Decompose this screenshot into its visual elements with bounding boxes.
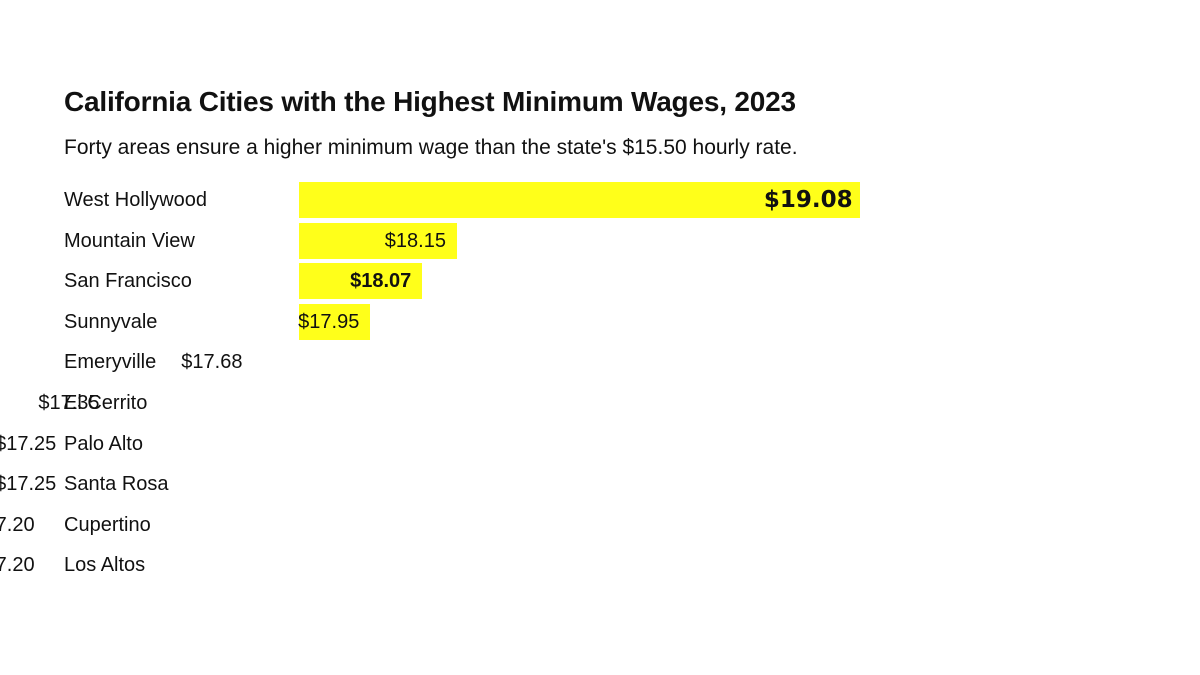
bar	[299, 303, 371, 340]
bar	[299, 263, 423, 300]
category-label: Mountain View	[64, 229, 195, 252]
value-label: $17.20	[0, 513, 35, 536]
bar-row: Cupertino $17.20	[0, 507, 1200, 547]
bar-row: El Cerrito $17.35	[0, 385, 1200, 425]
value-label: $17.35	[38, 392, 100, 414]
bar-row: Mountain View $18.15	[0, 222, 1200, 263]
category-label: Emeryville	[64, 351, 157, 374]
value-label: $19.08	[763, 187, 853, 213]
bar-row: San Francisco $18.07	[0, 263, 1200, 303]
value-label: $17.68	[181, 351, 243, 374]
value-label: $17.20	[0, 554, 35, 577]
bar-row: Santa Rosa $17.25	[0, 466, 1200, 506]
category-label: El Cerrito	[64, 392, 148, 414]
chart-subtitle: Forty areas ensure a higher minimum wage…	[64, 136, 798, 159]
value-label: $17.25	[0, 473, 57, 496]
category-label: Los Altos	[64, 554, 146, 577]
category-label: Palo Alto	[64, 432, 143, 455]
category-label: Sunnyvale	[64, 310, 158, 333]
value-label: $18.07	[350, 270, 412, 293]
category-label: Santa Rosa	[64, 473, 169, 496]
value-label: $18.15	[384, 229, 446, 252]
chart-title: California Cities with the Highest Minim…	[64, 86, 796, 117]
bar-row: Palo Alto $17.25	[0, 426, 1200, 466]
category-label: West Hollywood	[64, 189, 208, 211]
bar-row: Los Altos $17.20	[0, 547, 1200, 587]
bar-row: West Hollywood $19.08	[0, 182, 1200, 222]
category-label: Cupertino	[64, 513, 151, 536]
bar	[299, 182, 860, 218]
bar-row: Sunnyvale $17.95	[0, 303, 1200, 344]
category-label: San Francisco	[64, 270, 192, 293]
bar-row: Emeryville $17.68	[0, 344, 1200, 384]
value-label: $17.95	[298, 310, 360, 333]
bar	[299, 222, 457, 259]
value-label: $17.25	[0, 432, 57, 455]
